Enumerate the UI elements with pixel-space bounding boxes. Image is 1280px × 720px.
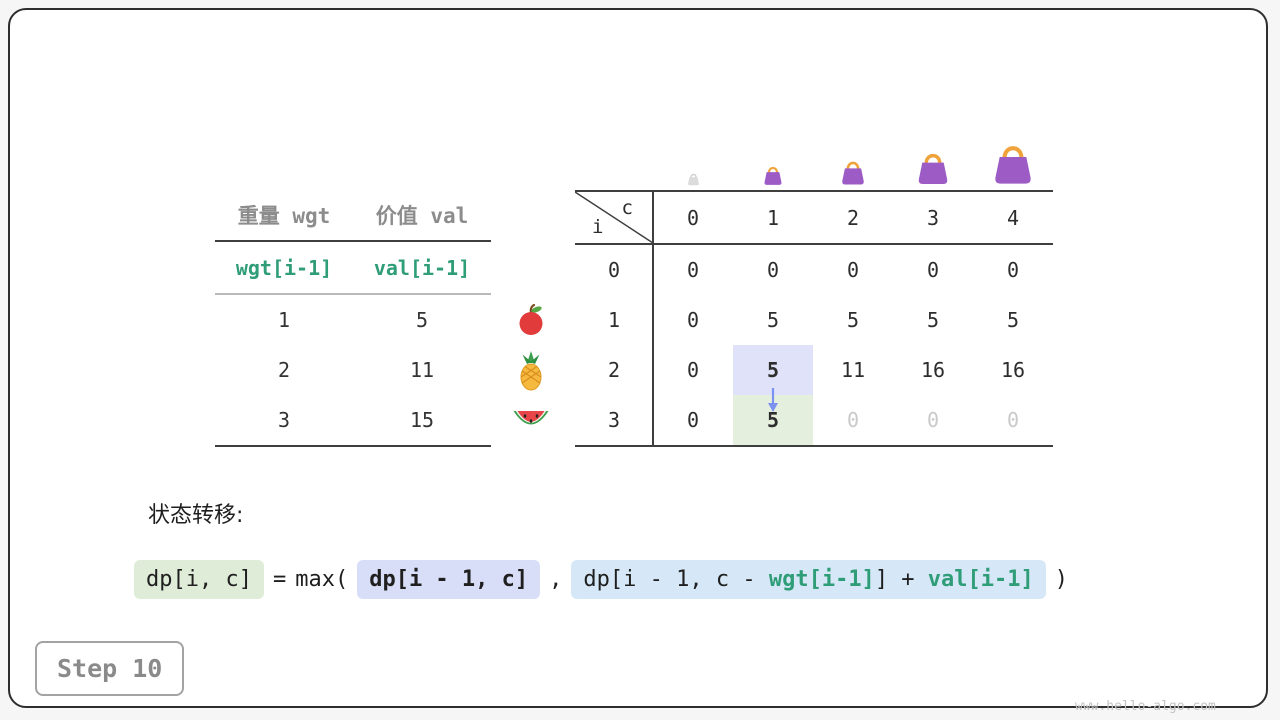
dp-cell: 0 [686, 358, 700, 382]
dp-cell: 16 [920, 358, 946, 382]
dp-row-label-3: 3 [607, 408, 621, 432]
state-transition-formula: dp[i, c] = max( dp[i - 1, c] , dp[i - 1,… [134, 560, 1068, 599]
items-table-val-var: val[i-1] [373, 255, 471, 280]
formula-comma: , [549, 567, 563, 592]
dp-cell-current-source: 5 [733, 345, 813, 395]
formula-term1-chip: dp[i - 1, c] [357, 560, 541, 599]
items-table-wgt-var: wgt[i-1] [235, 255, 333, 280]
items-table-row-3: 3 15 [215, 395, 491, 447]
items-table-header-weight: 重量 wgt [237, 204, 331, 228]
dp-cell: 5 [926, 308, 940, 332]
corner-row-var: i [592, 216, 604, 238]
state-transition-label: 状态转移: [148, 503, 244, 528]
item-2-weight: 2 [277, 358, 291, 382]
dp-cell: 0 [926, 408, 940, 432]
dp-cell: 0 [846, 258, 860, 282]
items-table-var-row: wgt[i-1] val[i-1] [215, 242, 491, 295]
formula-term2-wgt: wgt[i-1] [768, 567, 875, 592]
dp-cell: 11 [840, 358, 866, 382]
dp-row-1: 1 0 5 5 5 5 [575, 295, 1053, 345]
dp-col-header-4: 4 [1006, 205, 1020, 230]
dp-row-2: 2 0 5 11 16 16 [575, 345, 1053, 395]
apple-icon [516, 304, 546, 336]
item-3-weight: 3 [277, 408, 291, 432]
dp-table-corner: c i [575, 192, 653, 243]
items-table-header-value: 价值 val [375, 204, 469, 228]
pineapple-icon [516, 351, 546, 391]
dp-col-header-2: 2 [846, 205, 860, 230]
step-badge: Step 10 [35, 641, 185, 696]
dp-cell: 16 [1000, 358, 1026, 382]
dp-cell: 0 [686, 408, 700, 432]
dp-cell: 5 [766, 308, 780, 332]
dp-row-0: 0 0 0 0 0 0 [575, 245, 1053, 295]
dp-table-divider [652, 192, 654, 445]
formula-term2-val: val[i-1] [927, 567, 1034, 592]
dp-cell: 0 [846, 408, 860, 432]
transition-arrow-icon [768, 388, 778, 412]
dp-cell: 0 [1006, 408, 1020, 432]
item-1-weight: 1 [277, 308, 291, 332]
item-1-value: 5 [415, 308, 429, 332]
dp-table: c i 0 1 2 3 4 0 0 0 0 0 0 1 0 5 5 5 5 2 … [575, 190, 1053, 447]
items-table: 重量 wgt 价值 val wgt[i-1] val[i-1] 1 5 2 11… [215, 190, 491, 447]
dp-row-label-1: 1 [607, 308, 621, 332]
bag-4-icon [983, 128, 1043, 186]
dp-cell-current-target: 5 [733, 395, 813, 445]
corner-col-var: c [621, 197, 633, 219]
formula-max-open: max( [295, 567, 349, 592]
dp-cell: 0 [926, 258, 940, 282]
dp-row-label-2: 2 [607, 358, 621, 382]
dp-cell: 0 [766, 258, 780, 282]
watermelon-icon [513, 408, 549, 434]
diagonal-line [575, 192, 653, 243]
items-table-row-1: 1 5 [215, 295, 491, 345]
dp-col-header-3: 3 [926, 205, 940, 230]
dp-row-3: 3 0 5 0 0 0 [575, 395, 1053, 445]
bag-ghost-icon [663, 128, 723, 186]
dp-cell: 0 [1006, 258, 1020, 282]
formula-lhs-chip: dp[i, c] [134, 560, 264, 599]
bag-3-icon [903, 128, 963, 186]
formula-term2-mid: ] + [874, 567, 928, 592]
bag-1-icon [743, 128, 803, 186]
formula-equals: = [272, 567, 287, 592]
dp-cell: 0 [686, 308, 700, 332]
dp-row-label-0: 0 [607, 258, 621, 282]
formula-close-paren: ) [1054, 567, 1069, 592]
dp-col-header-0: 0 [686, 205, 700, 230]
item-2-value: 11 [409, 358, 435, 382]
formula-term2-prefix: dp[i - 1, c - [583, 567, 769, 592]
dp-cell: 5 [846, 308, 860, 332]
items-table-row-2: 2 11 [215, 345, 491, 395]
dp-cell: 5 [1006, 308, 1020, 332]
items-table-header-row: 重量 wgt 价值 val [215, 190, 491, 242]
dp-col-header-1: 1 [766, 205, 780, 230]
watermark: www.hello-algo.com [1075, 699, 1216, 714]
dp-table-header-row: c i 0 1 2 3 4 [575, 192, 1053, 245]
formula-term2-chip: dp[i - 1, c - wgt[i-1]] + val[i-1] [571, 560, 1046, 599]
item-3-value: 15 [409, 408, 435, 432]
dp-cell: 0 [686, 258, 700, 282]
bag-2-icon [823, 128, 883, 186]
